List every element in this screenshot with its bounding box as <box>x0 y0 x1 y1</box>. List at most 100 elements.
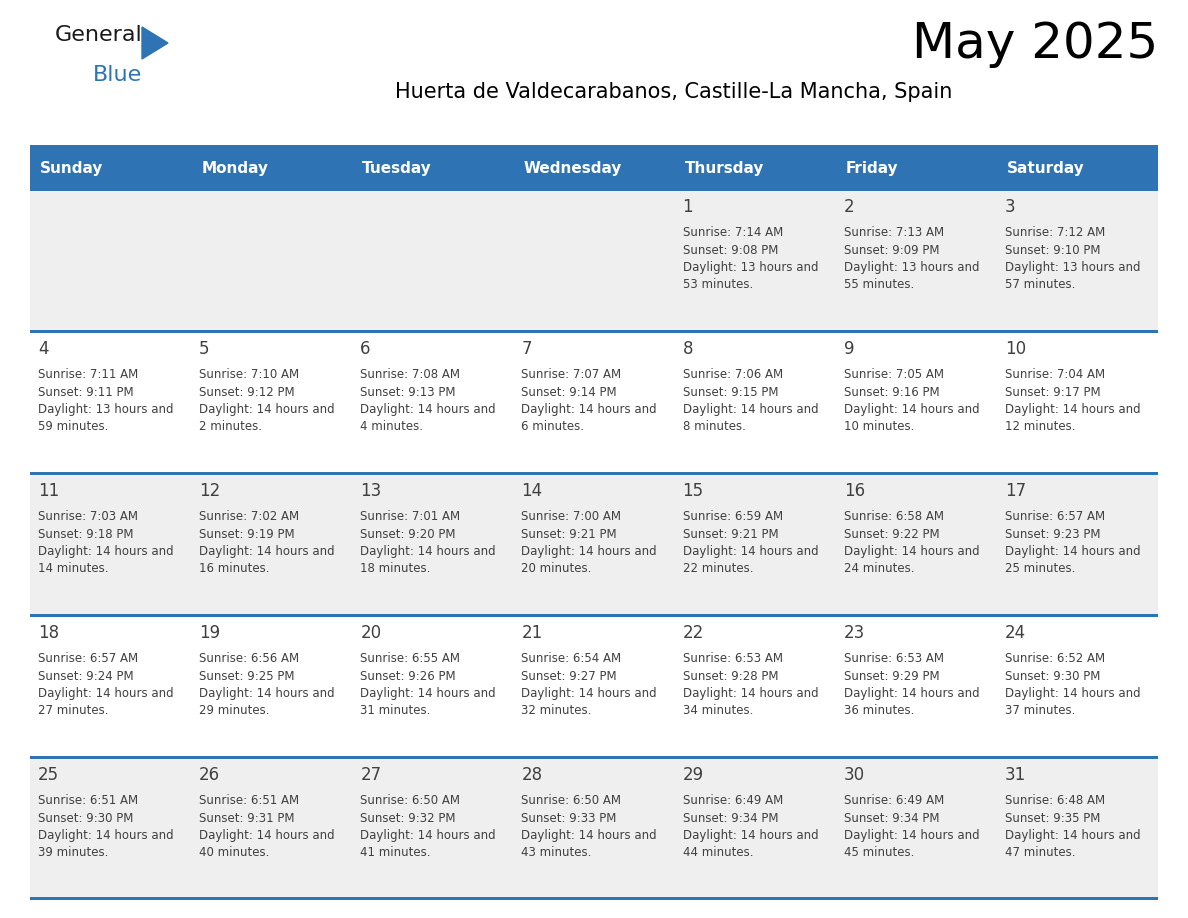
Text: 24: 24 <box>1005 624 1026 642</box>
Text: 6 minutes.: 6 minutes. <box>522 420 584 433</box>
Bar <box>30 897 1158 900</box>
Text: Sunrise: 6:54 AM: Sunrise: 6:54 AM <box>522 652 621 665</box>
Text: Blue: Blue <box>93 65 143 85</box>
Text: Daylight: 14 hours and: Daylight: 14 hours and <box>200 403 335 416</box>
Text: Thursday: Thursday <box>684 162 764 176</box>
Text: Sunset: 9:23 PM: Sunset: 9:23 PM <box>1005 528 1100 541</box>
Text: 1: 1 <box>683 198 693 216</box>
Text: Daylight: 14 hours and: Daylight: 14 hours and <box>1005 687 1140 700</box>
Text: Sunset: 9:25 PM: Sunset: 9:25 PM <box>200 669 295 682</box>
Bar <box>30 756 1158 898</box>
Text: Daylight: 14 hours and: Daylight: 14 hours and <box>38 829 173 842</box>
Text: Sunrise: 7:10 AM: Sunrise: 7:10 AM <box>200 368 299 381</box>
Text: Sunrise: 7:00 AM: Sunrise: 7:00 AM <box>522 510 621 523</box>
Bar <box>30 330 1158 472</box>
Text: Sunrise: 7:07 AM: Sunrise: 7:07 AM <box>522 368 621 381</box>
Text: 55 minutes.: 55 minutes. <box>843 278 914 292</box>
Text: 27: 27 <box>360 766 381 784</box>
Text: Sunrise: 7:03 AM: Sunrise: 7:03 AM <box>38 510 138 523</box>
Text: May 2025: May 2025 <box>911 20 1158 68</box>
Text: Sunset: 9:35 PM: Sunset: 9:35 PM <box>1005 812 1100 824</box>
Text: Sunset: 9:30 PM: Sunset: 9:30 PM <box>1005 669 1100 682</box>
Text: 8 minutes.: 8 minutes. <box>683 420 745 433</box>
Text: Tuesday: Tuesday <box>362 162 432 176</box>
Text: 20: 20 <box>360 624 381 642</box>
Text: 8: 8 <box>683 340 693 358</box>
Text: 23: 23 <box>843 624 865 642</box>
Text: 16: 16 <box>843 482 865 500</box>
Text: Sunrise: 7:12 AM: Sunrise: 7:12 AM <box>1005 226 1105 239</box>
Text: Sunday: Sunday <box>40 162 103 176</box>
Text: Sunset: 9:09 PM: Sunset: 9:09 PM <box>843 243 940 256</box>
Text: Sunset: 9:21 PM: Sunset: 9:21 PM <box>522 528 617 541</box>
Text: Monday: Monday <box>201 162 268 176</box>
Text: Sunset: 9:16 PM: Sunset: 9:16 PM <box>843 386 940 398</box>
Bar <box>30 150 1158 188</box>
Text: Sunset: 9:17 PM: Sunset: 9:17 PM <box>1005 386 1100 398</box>
Text: Sunrise: 7:05 AM: Sunrise: 7:05 AM <box>843 368 943 381</box>
Text: Daylight: 14 hours and: Daylight: 14 hours and <box>38 687 173 700</box>
Bar <box>30 472 1158 614</box>
Text: Sunrise: 6:57 AM: Sunrise: 6:57 AM <box>38 652 138 665</box>
Text: Sunrise: 6:51 AM: Sunrise: 6:51 AM <box>200 794 299 807</box>
Text: Daylight: 14 hours and: Daylight: 14 hours and <box>522 403 657 416</box>
Text: Daylight: 13 hours and: Daylight: 13 hours and <box>38 403 173 416</box>
Text: 17: 17 <box>1005 482 1026 500</box>
Text: Sunrise: 7:04 AM: Sunrise: 7:04 AM <box>1005 368 1105 381</box>
Text: Sunset: 9:14 PM: Sunset: 9:14 PM <box>522 386 617 398</box>
Text: Sunset: 9:20 PM: Sunset: 9:20 PM <box>360 528 456 541</box>
Text: 15: 15 <box>683 482 703 500</box>
Text: Daylight: 14 hours and: Daylight: 14 hours and <box>683 403 819 416</box>
Text: Daylight: 14 hours and: Daylight: 14 hours and <box>360 829 495 842</box>
Text: Sunrise: 6:58 AM: Sunrise: 6:58 AM <box>843 510 943 523</box>
Text: Sunset: 9:11 PM: Sunset: 9:11 PM <box>38 386 133 398</box>
Text: Sunrise: 6:48 AM: Sunrise: 6:48 AM <box>1005 794 1105 807</box>
Text: Sunrise: 6:49 AM: Sunrise: 6:49 AM <box>843 794 944 807</box>
Text: 4 minutes.: 4 minutes. <box>360 420 423 433</box>
Text: Daylight: 14 hours and: Daylight: 14 hours and <box>683 545 819 558</box>
Text: Sunrise: 7:01 AM: Sunrise: 7:01 AM <box>360 510 461 523</box>
Polygon shape <box>143 27 168 59</box>
Text: Daylight: 14 hours and: Daylight: 14 hours and <box>843 687 979 700</box>
Text: 44 minutes.: 44 minutes. <box>683 846 753 859</box>
Text: Daylight: 14 hours and: Daylight: 14 hours and <box>1005 403 1140 416</box>
Text: Daylight: 14 hours and: Daylight: 14 hours and <box>522 687 657 700</box>
Text: Daylight: 14 hours and: Daylight: 14 hours and <box>200 829 335 842</box>
Text: Sunrise: 6:53 AM: Sunrise: 6:53 AM <box>683 652 783 665</box>
Text: 3: 3 <box>1005 198 1016 216</box>
Text: Sunset: 9:15 PM: Sunset: 9:15 PM <box>683 386 778 398</box>
Text: Sunset: 9:10 PM: Sunset: 9:10 PM <box>1005 243 1100 256</box>
Text: 18 minutes.: 18 minutes. <box>360 563 431 576</box>
Text: 30: 30 <box>843 766 865 784</box>
Text: Sunrise: 7:06 AM: Sunrise: 7:06 AM <box>683 368 783 381</box>
Text: Sunrise: 6:57 AM: Sunrise: 6:57 AM <box>1005 510 1105 523</box>
Text: 11: 11 <box>38 482 59 500</box>
Text: 6: 6 <box>360 340 371 358</box>
Text: Daylight: 14 hours and: Daylight: 14 hours and <box>200 687 335 700</box>
Text: 34 minutes.: 34 minutes. <box>683 704 753 718</box>
Text: 26: 26 <box>200 766 220 784</box>
Text: Sunrise: 6:51 AM: Sunrise: 6:51 AM <box>38 794 138 807</box>
Text: 28: 28 <box>522 766 543 784</box>
Text: Sunrise: 7:14 AM: Sunrise: 7:14 AM <box>683 226 783 239</box>
Text: 22: 22 <box>683 624 703 642</box>
Text: 10 minutes.: 10 minutes. <box>843 420 914 433</box>
Text: Sunrise: 6:59 AM: Sunrise: 6:59 AM <box>683 510 783 523</box>
Text: 31: 31 <box>1005 766 1026 784</box>
Text: Sunset: 9:33 PM: Sunset: 9:33 PM <box>522 812 617 824</box>
Text: Daylight: 13 hours and: Daylight: 13 hours and <box>1005 261 1140 274</box>
Text: Sunset: 9:30 PM: Sunset: 9:30 PM <box>38 812 133 824</box>
Text: Sunset: 9:13 PM: Sunset: 9:13 PM <box>360 386 456 398</box>
Bar <box>30 614 1158 617</box>
Text: 32 minutes.: 32 minutes. <box>522 704 592 718</box>
Text: 53 minutes.: 53 minutes. <box>683 278 753 292</box>
Text: Daylight: 14 hours and: Daylight: 14 hours and <box>843 403 979 416</box>
Text: General: General <box>55 25 143 45</box>
Text: 4: 4 <box>38 340 49 358</box>
Text: Saturday: Saturday <box>1007 162 1085 176</box>
Bar <box>30 145 1158 150</box>
Text: Sunrise: 6:53 AM: Sunrise: 6:53 AM <box>843 652 943 665</box>
Text: 39 minutes.: 39 minutes. <box>38 846 108 859</box>
Text: 2 minutes.: 2 minutes. <box>200 420 263 433</box>
Text: Sunrise: 6:50 AM: Sunrise: 6:50 AM <box>522 794 621 807</box>
